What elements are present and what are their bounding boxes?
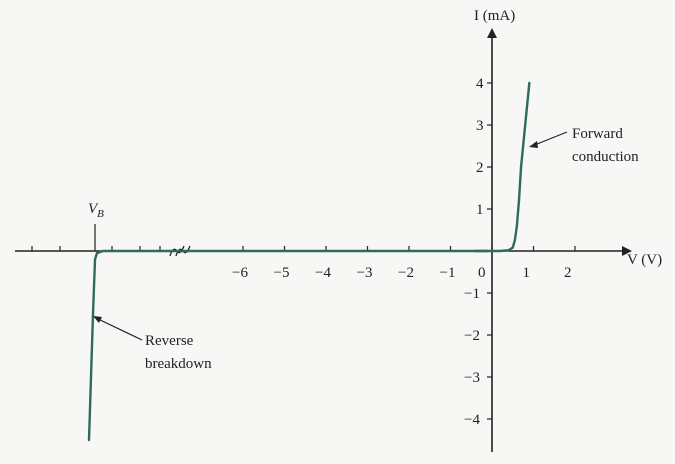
x-tick-group: −6 −5 −4 −3 −2 −1 0 1 2 [232,246,576,281]
x-tick-label: −5 [274,265,290,281]
reverse-breakdown-curve [87,249,490,442]
x-tick-label: −4 [315,265,331,281]
forward-annotation-line2: conduction [572,149,639,165]
y-tick-label: −1 [464,286,480,302]
x-tick-label: −6 [232,265,248,281]
x-axis-label: V (V) [627,252,662,268]
breakdown-voltage-subscript: B [97,208,104,220]
forward-annotation-line1: Forward [572,126,623,142]
x-tick-label: −2 [398,265,414,281]
y-tick-label: 3 [476,118,484,134]
y-tick-group: 4 3 2 1 −1 −2 −3 −4 [464,76,492,428]
y-tick-label: 4 [476,76,484,92]
x-tick-label: 0 [478,265,486,281]
y-tick-label: −2 [464,328,480,344]
y-tick-label: −4 [464,412,480,428]
breakdown-region-ticks [31,224,161,251]
x-tick-label: −1 [440,265,456,281]
reverse-breakdown-annotation: Reverse breakdown [93,316,212,372]
reverse-annotation-line1: Reverse [145,333,194,349]
breakdown-voltage-label: VB [88,201,104,220]
x-axis-arrowhead [622,246,632,256]
forward-conduction-annotation: Forward conduction [529,126,639,165]
x-tick-label: −3 [357,265,373,281]
y-axis-arrowhead [487,28,497,38]
x-tick-label: 2 [564,265,572,281]
y-tick-label: −3 [464,370,480,386]
y-axis-label: I (mA) [474,8,515,24]
breakdown-voltage-symbol: V [88,201,99,217]
forward-conduction-curve [474,81,531,253]
y-tick-label: 1 [476,202,484,218]
reverse-annotation-line2: breakdown [145,356,212,372]
y-tick-label: 2 [476,160,484,176]
x-tick-label: 1 [523,265,531,281]
